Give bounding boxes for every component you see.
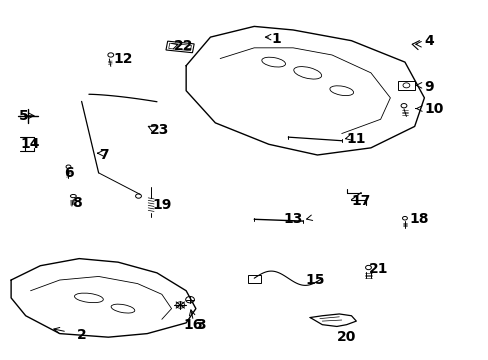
Text: 16: 16 (183, 318, 203, 332)
Bar (168, 43, 191, 51)
Text: 8: 8 (72, 196, 81, 210)
Bar (248, 275, 260, 283)
Text: 11: 11 (346, 132, 366, 146)
Text: 1: 1 (271, 32, 281, 46)
Text: 13: 13 (283, 212, 302, 226)
Text: 22: 22 (174, 39, 193, 53)
Text: 14: 14 (21, 137, 40, 151)
Text: 15: 15 (305, 273, 324, 287)
Text: 21: 21 (368, 262, 387, 276)
Bar (165, 41, 194, 53)
Text: 18: 18 (409, 212, 428, 226)
Text: 19: 19 (152, 198, 171, 212)
Text: 12: 12 (113, 51, 132, 66)
Text: 3: 3 (196, 318, 205, 332)
Text: 7: 7 (99, 148, 108, 162)
Text: 23: 23 (149, 123, 169, 137)
Text: 9: 9 (424, 80, 433, 94)
Text: 17: 17 (351, 194, 370, 208)
Text: 10: 10 (424, 102, 443, 116)
Text: 4: 4 (424, 34, 433, 48)
Text: 6: 6 (64, 166, 74, 180)
Text: 5: 5 (19, 109, 28, 123)
Text: 20: 20 (336, 330, 356, 344)
Text: 2: 2 (77, 328, 86, 342)
Bar (397, 81, 414, 90)
